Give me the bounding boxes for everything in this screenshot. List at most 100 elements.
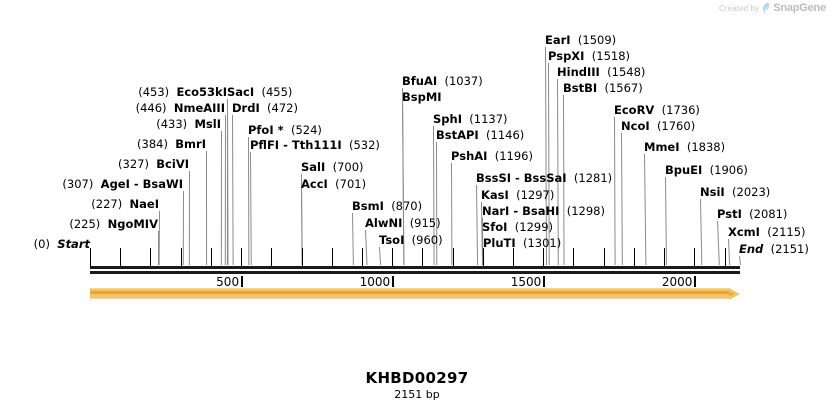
ruler-tick-label: 1000: [359, 275, 391, 289]
enzyme-label-end[interactable]: End (2151): [739, 243, 809, 255]
enzyme-position: (433): [156, 117, 188, 131]
ruler-minor-tick: [603, 248, 605, 266]
enzyme-name: BfuAI: [402, 74, 438, 88]
leader-line: [182, 190, 184, 266]
ruler-minor-tick: [301, 248, 303, 266]
enzyme-position: (915): [409, 216, 441, 230]
enzyme-label-bfuai[interactable]: BfuAI (1037): [402, 75, 483, 87]
enzyme-label-bstapi[interactable]: BstAPI (1146): [436, 129, 524, 141]
enzyme-label-drdi[interactable]: DrdI (472): [232, 102, 298, 114]
enzyme-label-bsmi[interactable]: BsmI (870): [352, 200, 422, 212]
enzyme-label-bpuei[interactable]: BpuEI (1906): [665, 164, 748, 176]
enzyme-label-naei[interactable]: (227) NaeI: [0, 198, 159, 210]
enzyme-label-start[interactable]: (0) Start: [0, 238, 90, 250]
enzyme-label-pfoi[interactable]: PfoI * (524): [248, 124, 322, 136]
watermark-brand: SnapGene: [773, 2, 826, 14]
ruler-minor-tick: [210, 248, 212, 266]
enzyme-label-nsii[interactable]: NsiI (2023): [700, 186, 770, 198]
enzyme-name: AgeI - BsaWI: [100, 177, 183, 191]
enzyme-label-nmeaiii[interactable]: (446) NmeAIII: [0, 102, 225, 114]
leader-line: [250, 151, 252, 266]
enzyme-label-msli[interactable]: (433) MslI: [0, 118, 221, 130]
enzyme-position: (1567): [604, 81, 643, 95]
enzyme-label-bmri[interactable]: (384) BmrI: [0, 138, 206, 150]
enzyme-position: (1760): [656, 119, 696, 133]
enzyme-name: AccI: [301, 177, 328, 191]
enzyme-name: BstBI: [563, 81, 598, 95]
ruler-minor-tick: [543, 248, 545, 266]
enzyme-label-psti[interactable]: PstI (2081): [717, 208, 787, 220]
enzyme-position: (870): [391, 199, 423, 213]
enzyme-name: BpuEI: [665, 163, 703, 177]
leader-line: [232, 114, 234, 266]
enzyme-position: (453): [138, 85, 170, 99]
enzyme-name: PstI: [717, 207, 742, 221]
snapgene-watermark: Created by SnapGene: [719, 2, 826, 14]
enzyme-label-pshai[interactable]: PshAI (1196): [451, 150, 533, 162]
enzyme-label-eco53ki[interactable]: (453) Eco53kI: [0, 86, 227, 98]
enzyme-label-pluti[interactable]: PluTI (1301): [483, 237, 561, 249]
enzyme-label-mmei[interactable]: MmeI (1838): [644, 141, 725, 153]
enzyme-label-sali[interactable]: SalI (700): [301, 161, 364, 173]
leader-line: [365, 229, 368, 266]
enzyme-position: (1736): [661, 103, 700, 117]
enzyme-name: EarI: [545, 33, 571, 47]
ruler-minor-tick: [361, 248, 363, 266]
enzyme-name: MmeI: [644, 140, 680, 154]
ruler-minor-tick: [271, 248, 273, 266]
orf-arrow[interactable]: [90, 288, 740, 300]
enzyme-name: NsiI: [700, 185, 725, 199]
enzyme-label-saci[interactable]: SacI (455): [227, 86, 292, 98]
enzyme-label-alwni[interactable]: AlwNI (915): [365, 217, 441, 229]
enzyme-position: (2023): [732, 185, 771, 199]
enzyme-label-hindiii[interactable]: HindIII (1548): [557, 66, 645, 78]
leader-line: [158, 210, 160, 266]
ruler-major-tick: [694, 276, 697, 287]
enzyme-label-xcmi[interactable]: XcmI (2115): [728, 226, 806, 238]
ruler-tick-label: 500: [216, 275, 240, 289]
enzyme-label-pspxi[interactable]: PspXI (1518): [548, 50, 630, 62]
enzyme-position: (1301): [523, 236, 562, 250]
enzyme-position: (1137): [469, 112, 508, 126]
enzyme-position: (1548): [607, 65, 646, 79]
enzyme-label-ngomiv[interactable]: (225) NgoMIV: [0, 218, 158, 230]
ruler-minor-tick: [241, 248, 243, 266]
enzyme-position: (2081): [749, 207, 788, 221]
enzyme-name: BssSI - BssSaI: [476, 171, 567, 185]
enzyme-name: NmeAIII: [173, 101, 225, 115]
ruler-minor-tick: [664, 248, 666, 266]
enzyme-name: TsoI: [379, 233, 405, 247]
enzyme-label-nari-bsahi[interactable]: NarI - BsaHI (1298): [482, 205, 605, 217]
enzyme-label-sfoi[interactable]: SfoI (1299): [482, 221, 553, 233]
enzyme-label-acci[interactable]: AccI (701): [301, 178, 366, 190]
ruler-major-tick: [241, 276, 244, 287]
enzyme-position: (446): [135, 101, 167, 115]
leader-line: [206, 150, 208, 266]
leader-line: [739, 255, 741, 266]
enzyme-position: (524): [290, 123, 322, 137]
enzyme-name: Start: [57, 237, 90, 251]
enzyme-label-kasi[interactable]: KasI (1297): [481, 189, 554, 201]
enzyme-position: (1298): [566, 204, 605, 218]
leader-line: [548, 62, 550, 266]
enzyme-position: (1838): [686, 140, 726, 154]
enzyme-position: (701): [335, 177, 367, 191]
enzyme-label-bcivi[interactable]: (327) BciVI: [0, 158, 189, 170]
enzyme-name: SacI: [227, 85, 255, 99]
enzyme-label-eari[interactable]: EarI (1509): [545, 34, 616, 46]
leader-line: [188, 170, 190, 266]
enzyme-label-ncoi[interactable]: NcoI (1760): [621, 120, 695, 132]
enzyme-label-tsoi[interactable]: TsoI (960): [379, 234, 443, 246]
enzyme-label-ecorv[interactable]: EcoRV (1736): [614, 104, 700, 116]
enzyme-name: NgoMIV: [107, 217, 158, 231]
enzyme-label-agei-bsawi[interactable]: (307) AgeI - BsaWI: [0, 178, 183, 190]
enzyme-position: (532): [349, 138, 380, 152]
enzyme-label-bspmi[interactable]: BspMI: [402, 91, 442, 103]
orf-arrow-core: [90, 291, 729, 294]
enzyme-label-pflfi-tth111i[interactable]: PflFI - Tth111I (532): [250, 139, 380, 151]
enzyme-label-sphi[interactable]: SphI (1137): [433, 113, 508, 125]
enzyme-label-bsssi-bsssai[interactable]: BssSI - BssSaI (1281): [476, 172, 612, 184]
enzyme-position: (0): [33, 237, 50, 251]
enzyme-label-bstbi[interactable]: BstBI (1567): [563, 82, 643, 94]
